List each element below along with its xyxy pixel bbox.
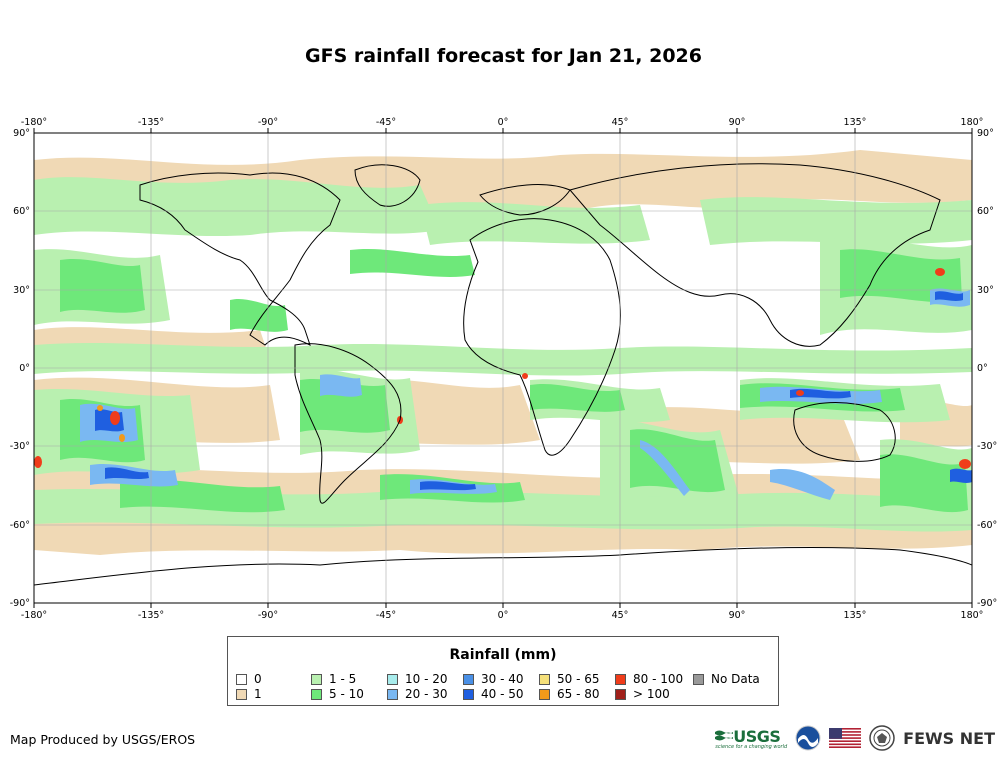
- legend-swatch: [387, 673, 398, 685]
- legend-title: Rainfall (mm): [449, 647, 557, 663]
- top-lon-label: -90°: [258, 117, 278, 128]
- right-lat-label: 60°: [977, 206, 994, 217]
- legend-label: 10 - 20: [405, 672, 448, 686]
- rainfall-legend: Rainfall (mm) 0 1 1 - 5 5 - 10 10 - 20 2…: [227, 636, 779, 706]
- right-lat-label: -90°: [977, 598, 997, 609]
- usgs-wordmark: USGS: [733, 726, 781, 746]
- legend-swatch: [236, 673, 247, 685]
- left-lat-label: -90°: [10, 598, 30, 609]
- legend-swatch: [693, 673, 704, 685]
- legend-swatch: [463, 688, 474, 700]
- legend-label: 65 - 80: [557, 687, 600, 701]
- legend-swatch: [387, 688, 398, 700]
- top-lon-label: 90°: [729, 117, 746, 128]
- legend-item: > 100: [615, 687, 670, 701]
- legend-label: No Data: [711, 672, 760, 686]
- legend-item: 0: [236, 672, 262, 686]
- legend-label: 0: [254, 672, 262, 686]
- top-lon-label: 180°: [961, 117, 984, 128]
- legend-item: 1 - 5: [311, 672, 356, 686]
- logo-bar: USGS science for a changing world FEWS N…: [715, 725, 995, 751]
- top-lon-label: -180°: [21, 117, 47, 128]
- legend-label: 1 - 5: [329, 672, 357, 686]
- left-lat-label: 90°: [13, 128, 30, 139]
- bottom-lon-label: 180°: [961, 610, 984, 621]
- legend-label: 40 - 50: [481, 687, 524, 701]
- bottom-lon-label: -135°: [138, 610, 164, 621]
- top-lon-label: 45°: [612, 117, 629, 128]
- legend-swatch: [539, 688, 550, 700]
- legend-label: > 100: [633, 687, 670, 701]
- left-lat-label: -30°: [10, 441, 30, 452]
- bottom-lon-label: -45°: [376, 610, 396, 621]
- bottom-lon-label: 135°: [844, 610, 867, 621]
- legend-item: No Data: [693, 672, 760, 686]
- legend-item: 40 - 50: [463, 687, 524, 701]
- legend-item: 1: [236, 687, 262, 701]
- left-lat-label: 30°: [13, 285, 30, 296]
- legend-label: 50 - 65: [557, 672, 600, 686]
- left-lat-label: 60°: [13, 206, 30, 217]
- legend-item: 5 - 10: [311, 687, 364, 701]
- usgs-tagline: science for a changing world: [715, 743, 788, 750]
- legend-item: 80 - 100: [615, 672, 683, 686]
- right-lat-label: 30°: [977, 285, 994, 296]
- legend-label: 1: [254, 687, 262, 701]
- legend-item: 50 - 65: [539, 672, 600, 686]
- right-lat-label: 90°: [977, 128, 994, 139]
- top-lon-label: -135°: [138, 117, 164, 128]
- legend-label: 20 - 30: [405, 687, 448, 701]
- legend-swatch: [615, 688, 626, 700]
- legend-swatch: [311, 673, 322, 685]
- bottom-lon-label: -180°: [21, 610, 47, 621]
- fews-net-logo: FEWS NET: [903, 728, 995, 748]
- usgs-waves-icon: [715, 730, 734, 741]
- graticule: [34, 133, 972, 603]
- legend-swatch: [311, 688, 322, 700]
- legend-swatch: [539, 673, 550, 685]
- legend-swatch: [463, 673, 474, 685]
- legend-item: 10 - 20: [387, 672, 448, 686]
- rainfall-map: -180° -135° -90° -45° 0° 45° 90° 135° 18…: [10, 117, 998, 621]
- coastlines: [34, 163, 972, 586]
- usgs-logo: USGS science for a changing world: [715, 727, 787, 750]
- bottom-lon-label: -90°: [258, 610, 278, 621]
- top-lon-label: -45°: [376, 117, 396, 128]
- left-lat-label: 0°: [19, 363, 30, 374]
- legend-swatch: [615, 673, 626, 685]
- noaa-logo-icon: [795, 725, 821, 751]
- legend-label: 5 - 10: [329, 687, 364, 701]
- legend-item: 65 - 80: [539, 687, 600, 701]
- legend-item: 30 - 40: [463, 672, 524, 686]
- top-lon-label: 0°: [498, 117, 509, 128]
- right-lat-label: -30°: [977, 441, 997, 452]
- right-lat-label: 0°: [977, 363, 988, 374]
- bottom-lon-label: 45°: [612, 610, 629, 621]
- top-lon-label: 135°: [844, 117, 867, 128]
- legend-item: 20 - 30: [387, 687, 448, 701]
- bottom-lon-label: 0°: [498, 610, 509, 621]
- left-lat-label: -60°: [10, 520, 30, 531]
- legend-label: 30 - 40: [481, 672, 524, 686]
- right-lat-label: -60°: [977, 520, 997, 531]
- legend-label: 80 - 100: [633, 672, 684, 686]
- map-title: GFS rainfall forecast for Jan 21, 2026: [305, 45, 702, 67]
- bottom-lon-label: 90°: [729, 610, 746, 621]
- credit-text: Map Produced by USGS/EROS: [10, 732, 196, 747]
- rainfall-layer: [34, 150, 972, 555]
- legend-swatch: [236, 688, 247, 700]
- state-dept-seal-icon: [869, 725, 895, 751]
- us-flag-icon: [829, 728, 862, 748]
